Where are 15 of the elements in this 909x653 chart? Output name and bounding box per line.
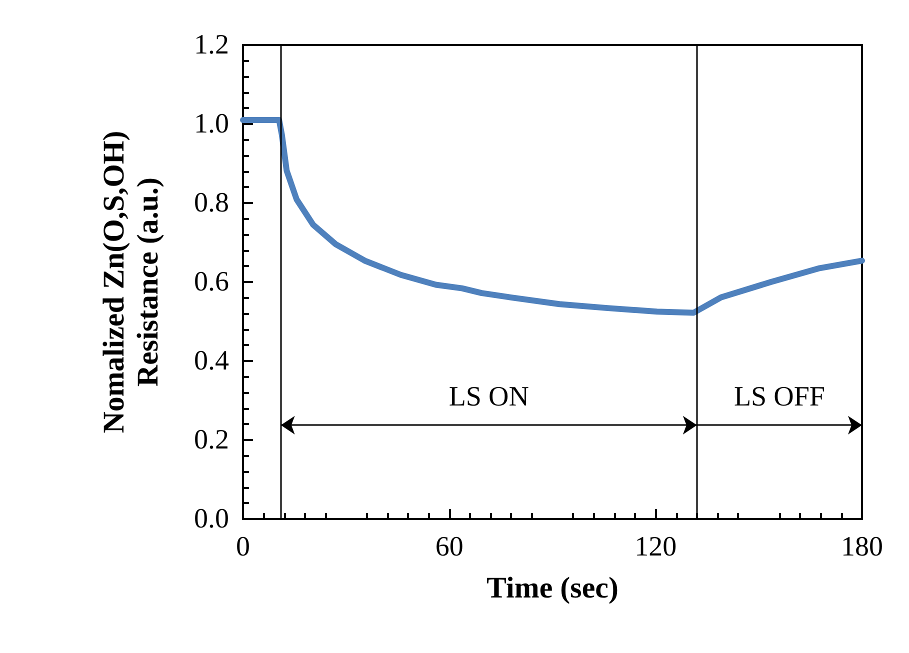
x-tick-label: 180 xyxy=(841,532,883,562)
x-tick-label: 120 xyxy=(634,532,677,562)
x-tick-label: 60 xyxy=(435,532,464,562)
y-tick-label: 0.4 xyxy=(194,346,229,376)
x-tick-label: 0 xyxy=(236,532,250,562)
y-tick-label: 0.8 xyxy=(194,188,229,218)
y-tick-label: 0.6 xyxy=(194,266,229,298)
annotation: LS OFF xyxy=(734,382,825,413)
y-axis-title: Nomalized Zn(O,S,OH) Resistance (a.u.) xyxy=(98,130,164,434)
x-axis-title: Time (sec) xyxy=(486,572,618,604)
y-tick-label: 0.0 xyxy=(194,504,229,534)
y-tick-label: 0.2 xyxy=(194,424,229,456)
y-tick-label: 1.2 xyxy=(194,30,229,60)
annotation: LS ON xyxy=(448,382,529,413)
y-tick-label: 1.0 xyxy=(194,108,229,140)
